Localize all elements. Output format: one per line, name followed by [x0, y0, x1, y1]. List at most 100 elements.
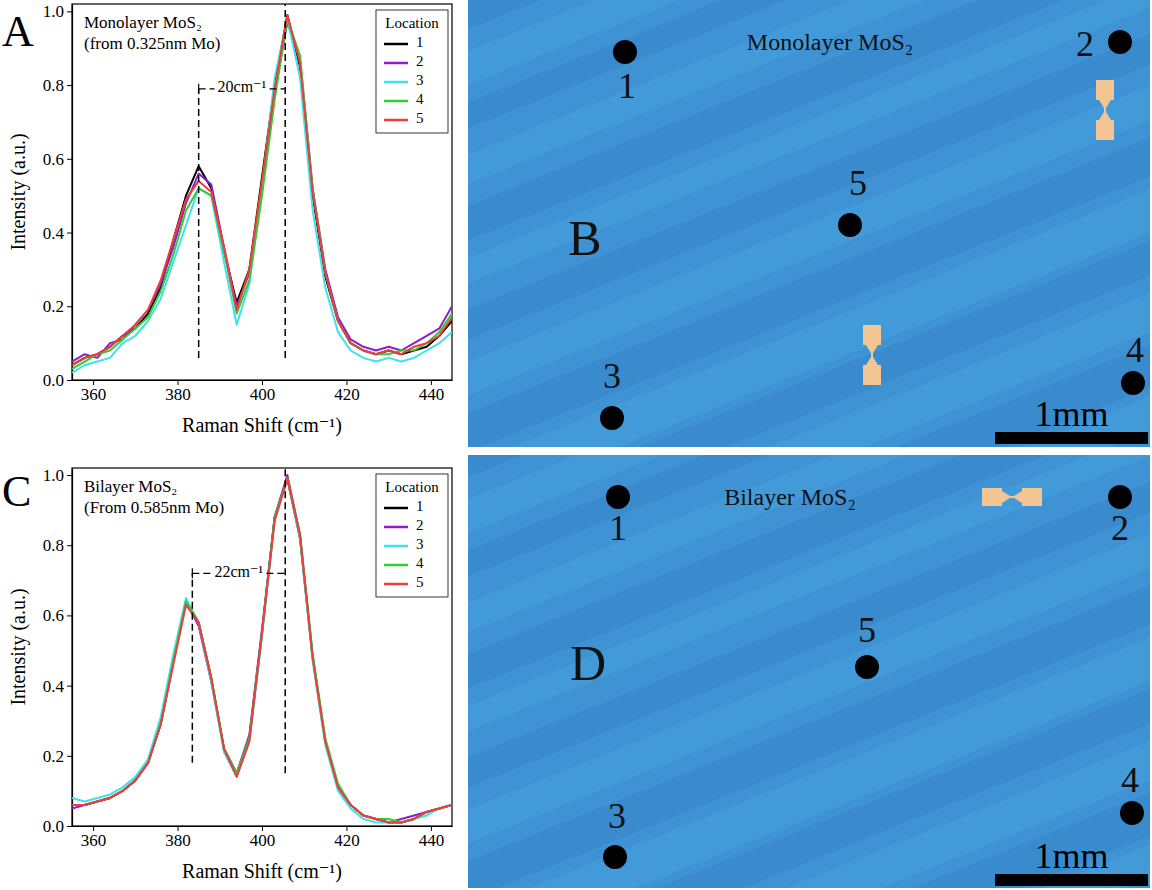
location-label: 5: [849, 163, 867, 203]
micrograph-background: [468, 0, 1150, 447]
panel-letter: D: [570, 635, 606, 691]
legend-label: 3: [416, 536, 424, 552]
device: [982, 488, 1042, 506]
tick-mark: [67, 756, 72, 757]
location-marker: [613, 40, 637, 64]
annotation-connector: [192, 573, 211, 574]
device-channel: [1099, 100, 1111, 120]
x-tick: 380: [165, 380, 191, 404]
chart-panel: A3603804004204400.00.20.40.60.81.0Raman …: [2, 2, 453, 437]
chart-panel: C3603804004204400.00.20.40.60.81.0Raman …: [2, 466, 453, 883]
y-tick: 0.8: [43, 76, 72, 95]
chart-subtitle: (from 0.325nm Mo): [84, 34, 220, 53]
panel-letter: B: [568, 210, 601, 266]
tick-label: 440: [419, 385, 445, 404]
device-pad: [1022, 488, 1042, 506]
legend-swatch: [384, 564, 408, 567]
legend-swatch: [384, 43, 408, 46]
substrate-stripe: [468, 461, 1150, 888]
x-tick: 420: [334, 380, 360, 404]
substrate-stripe: [468, 280, 1150, 447]
legend-swatch: [384, 100, 408, 103]
tick-mark: [67, 11, 72, 12]
annotation-label: 20cm⁻¹: [218, 78, 267, 95]
substrate-stripe: [468, 683, 1150, 888]
legend-box: [376, 10, 448, 133]
location-label: 3: [608, 796, 626, 836]
y-tick: 0.4: [43, 677, 72, 696]
axis-line: [72, 469, 73, 827]
tick-label: 0.6: [43, 606, 64, 625]
annotation-end: [198, 84, 199, 94]
micrograph-panel: B Monolayer MoS₂ 1 2 3 4 5 1mm: [0, 0, 1152, 890]
tick-label: 1.0: [43, 2, 64, 21]
tick-mark: [67, 159, 72, 160]
legend-label: 5: [416, 574, 424, 590]
tick-label: 0.8: [43, 536, 64, 555]
annotation-line: [284, 468, 286, 773]
annotation-line: [192, 573, 194, 763]
y-tick: 0.8: [43, 536, 72, 555]
annotation: 22cm⁻¹: [192, 468, 285, 773]
legend-swatch: [384, 119, 408, 122]
x-tick: 400: [250, 826, 276, 850]
panel-letter: C: [2, 467, 31, 516]
location-marker: [1120, 801, 1144, 825]
micrograph-panel: DBilayer MoS₂123451mm: [0, 0, 1152, 890]
legend-swatch: [384, 81, 408, 84]
annotation-line: [284, 4, 286, 358]
substrate-stripe: [468, 505, 1150, 888]
annotation-label: 22cm⁻¹: [214, 563, 263, 580]
tick-label: 0.2: [43, 747, 64, 766]
tick-mark: [67, 615, 72, 616]
location-marker: [1108, 485, 1132, 509]
device-pad: [1096, 120, 1114, 140]
device-pad: [863, 325, 881, 345]
legend-swatch: [384, 583, 408, 586]
tick-mark: [67, 475, 72, 476]
x-tick: 440: [419, 826, 445, 850]
annotation-connector: [270, 88, 286, 89]
tick-label: 0.4: [43, 223, 65, 242]
legend-label: 4: [416, 91, 424, 107]
y-axis: 0.00.20.40.60.81.0: [43, 466, 73, 836]
tick-label: 400: [250, 831, 276, 850]
annotation: 20cm⁻¹: [199, 4, 286, 358]
location-label: 4: [1121, 760, 1139, 800]
legend-label: 2: [416, 53, 424, 69]
legend-label: 1: [416, 34, 424, 50]
x-axis: 360380400420440: [73, 380, 453, 404]
device-channel: [866, 345, 878, 365]
substrate-stripe: [468, 235, 1150, 447]
annotation-line: [198, 89, 200, 358]
tick-label: 440: [419, 831, 445, 850]
tick-mark: [67, 826, 72, 827]
substrate-stripe: [468, 324, 1150, 447]
x-tick: 400: [250, 380, 276, 404]
device-pad: [1096, 80, 1114, 100]
scale-bar-label: 1mm: [1034, 394, 1108, 434]
legend: Location12345: [376, 10, 448, 133]
x-tick: 420: [334, 826, 360, 850]
location-label: 1: [618, 66, 636, 106]
figure: A3603804004204400.00.20.40.60.81.0Raman …: [0, 0, 1152, 890]
location-label: 2: [1076, 24, 1094, 64]
location-label: 2: [1111, 508, 1129, 548]
tick-label: 0.6: [43, 150, 64, 169]
x-tick: 440: [419, 380, 445, 404]
legend-title: Location: [385, 479, 439, 495]
tick-label: 380: [165, 831, 191, 850]
substrate-stripe: [468, 550, 1150, 888]
panel-letter: A: [2, 7, 34, 56]
tick-label: 0.4: [43, 677, 65, 696]
y-tick: 0.2: [43, 747, 72, 766]
y-tick: 0.6: [43, 150, 72, 169]
annotation-end: [192, 568, 193, 578]
legend-swatch: [384, 507, 408, 510]
location-marker: [600, 406, 624, 430]
tick-mark: [67, 233, 72, 234]
chart-title: Monolayer MoS₂: [84, 13, 202, 32]
micrograph-title: Monolayer MoS₂: [747, 29, 913, 55]
substrate-stripe: [468, 191, 1150, 447]
substrate-stripe: [468, 594, 1150, 888]
